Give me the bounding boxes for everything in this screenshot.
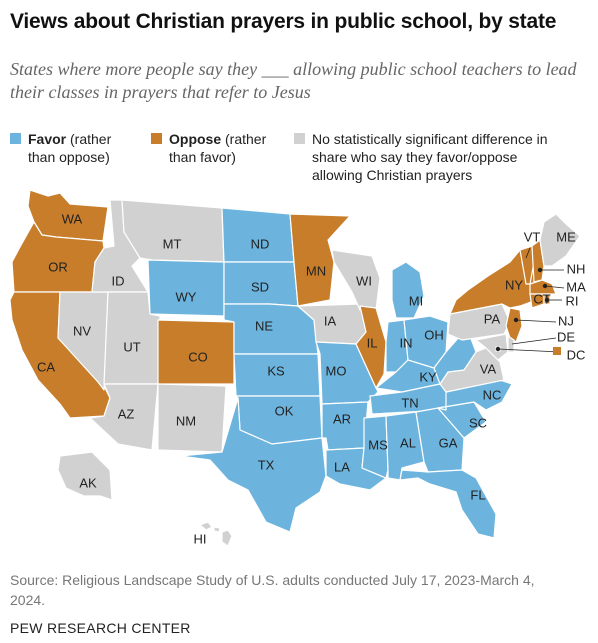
state-label-sc: SC xyxy=(469,415,487,430)
state-label-va: VA xyxy=(480,361,497,376)
leader-line xyxy=(544,285,565,289)
state-label-in: IN xyxy=(400,335,413,350)
state-label-mt: MT xyxy=(163,236,182,251)
state-label-ok: OK xyxy=(275,403,294,418)
state-mt xyxy=(121,199,225,263)
chart-title: Views about Christian prayers in public … xyxy=(10,10,557,33)
leader-line xyxy=(511,337,557,345)
legend-nodiff-line3: allowing Christian prayers xyxy=(312,167,473,183)
state-label-vt: VT xyxy=(524,229,541,244)
footer-credit: PEW RESEARCH CENTER xyxy=(10,620,191,636)
state-label-ca: CA xyxy=(37,359,55,374)
legend-favor-note1: (rather xyxy=(66,131,112,147)
state-label-dc: DC xyxy=(567,347,586,362)
state-labels-layer: WA OR CA NV ID MT WY UT CO AZ NM ND SD NE KS OK TX MN IA MO… xyxy=(37,211,586,546)
state-label-ny: NY xyxy=(505,277,523,292)
legend-swatch-favor xyxy=(10,133,21,144)
leader-line xyxy=(515,319,557,323)
state-label-co: CO xyxy=(188,349,208,364)
state-label-ga: GA xyxy=(439,435,458,450)
legend-oppose-label: Oppose xyxy=(169,131,222,147)
state-tx xyxy=(179,397,327,533)
state-label-fl: FL xyxy=(470,487,485,502)
legend-swatch-oppose xyxy=(151,133,162,144)
legend-favor-label: Favor xyxy=(28,131,67,147)
leader-line xyxy=(497,348,561,353)
legend-oppose-note1: (rather xyxy=(221,131,267,147)
state-label-nj: NJ xyxy=(558,313,574,328)
state-label-ms: MS xyxy=(368,437,388,452)
state-label-az: AZ xyxy=(118,406,135,421)
state-label-ia: IA xyxy=(324,313,337,328)
leader-dot xyxy=(544,297,550,303)
state-label-ks: KS xyxy=(267,363,285,378)
leader-line xyxy=(525,247,531,259)
state-label-il: IL xyxy=(367,335,378,350)
leader-dot xyxy=(513,317,519,323)
state-label-id: ID xyxy=(112,273,125,288)
state-label-nv: NV xyxy=(73,323,91,338)
legend-swatch-no-difference xyxy=(294,133,305,144)
state-label-ma: MA xyxy=(566,279,586,294)
states-layer xyxy=(9,189,581,547)
state-label-ar: AR xyxy=(333,411,351,426)
state-co xyxy=(157,319,235,385)
state-label-ct: CT xyxy=(533,291,550,306)
state-vt xyxy=(519,245,535,285)
state-label-sd: SD xyxy=(251,279,269,294)
state-hi xyxy=(199,521,233,547)
state-label-nm: NM xyxy=(176,413,196,428)
state-ak xyxy=(57,451,113,501)
state-nc xyxy=(437,379,513,411)
state-label-or: OR xyxy=(48,259,68,274)
chart-subtitle: States where more people say they ___ al… xyxy=(10,59,577,102)
state-nj xyxy=(505,307,523,343)
state-label-mn: MN xyxy=(306,263,326,278)
us-state-map: WA OR CA NV ID MT WY UT CO AZ NM ND SD NE KS OK TX MN IA MO… xyxy=(9,189,586,547)
state-me xyxy=(539,213,581,267)
state-label-me: ME xyxy=(556,229,576,244)
state-label-ne: NE xyxy=(255,318,273,333)
state-label-oh: OH xyxy=(424,327,444,342)
state-label-wy: WY xyxy=(176,289,197,304)
state-nd xyxy=(221,207,295,263)
legend-nodiff-line1: No statistically significant difference … xyxy=(312,131,548,147)
dc-swatch xyxy=(553,347,561,355)
leader-dot xyxy=(495,346,501,352)
state-label-ak: AK xyxy=(79,475,97,490)
state-label-tn: TN xyxy=(401,395,418,410)
state-md xyxy=(475,333,509,361)
state-az xyxy=(89,383,159,451)
state-label-mo: MO xyxy=(326,363,347,378)
state-label-wa: WA xyxy=(62,211,83,226)
state-wy xyxy=(147,259,225,317)
state-label-de: DE xyxy=(557,329,575,344)
state-label-nh: NH xyxy=(567,261,586,276)
state-fl xyxy=(399,469,497,539)
state-mn xyxy=(289,213,351,307)
state-label-la: LA xyxy=(334,459,350,474)
leader-dot xyxy=(537,267,543,273)
state-label-ri: RI xyxy=(566,293,579,308)
state-mi xyxy=(391,261,425,319)
state-label-pa: PA xyxy=(484,311,501,326)
state-label-al: AL xyxy=(400,435,416,450)
state-label-nc: NC xyxy=(483,387,502,402)
legend-oppose-note2: than favor) xyxy=(169,149,236,165)
leader-lines-layer xyxy=(495,247,565,355)
legend-nodiff-line2: share who say they favor/oppose xyxy=(312,149,518,165)
source-note: Source: Religious Landscape Study of U.S… xyxy=(10,572,535,608)
legend-favor-note2: than oppose) xyxy=(28,149,110,165)
state-label-tx: TX xyxy=(258,457,275,472)
state-label-ut: UT xyxy=(123,339,140,354)
state-label-wi: WI xyxy=(356,273,372,288)
state-label-mi: MI xyxy=(409,293,423,308)
state-label-nd: ND xyxy=(251,236,270,251)
state-label-hi: HI xyxy=(194,531,207,546)
state-label-ky: KY xyxy=(419,369,437,384)
leader-dot xyxy=(542,283,548,289)
